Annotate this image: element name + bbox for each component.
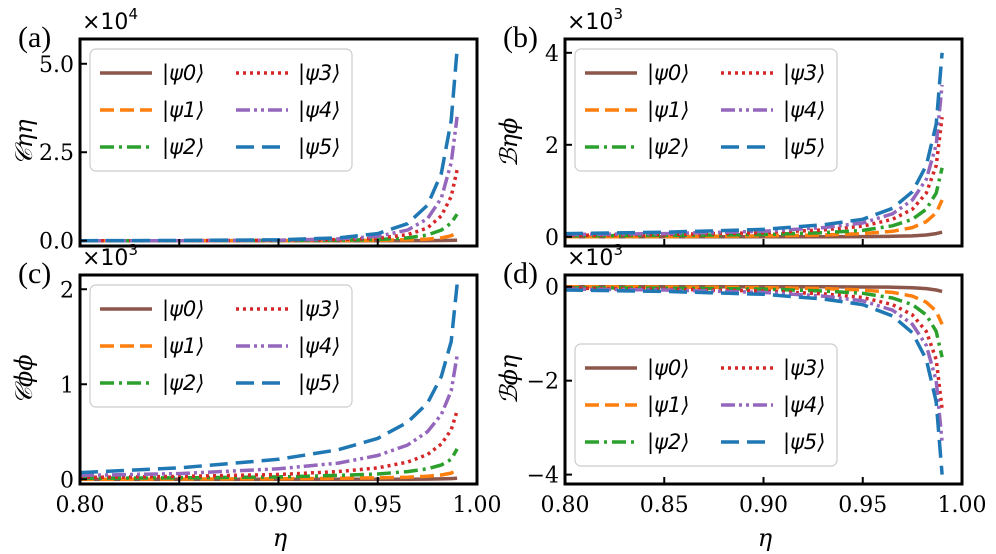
legend-label-psi3: |ψ3⟩ bbox=[783, 356, 825, 381]
legend-box bbox=[89, 48, 353, 172]
legend-label-psi1: |ψ1⟩ bbox=[647, 98, 689, 123]
series-line-psi4 bbox=[565, 287, 944, 442]
y-axis-label: ℬϕη bbox=[495, 354, 523, 404]
x-tick-label: 0.80 bbox=[541, 493, 590, 518]
legend-label-psi1: |ψ1⟩ bbox=[162, 98, 204, 123]
exponent-power: 3 bbox=[128, 241, 138, 259]
legend-label-psi3: |ψ3⟩ bbox=[783, 61, 825, 86]
x-tick-label: 0.80 bbox=[56, 493, 105, 518]
series-line-psi5 bbox=[80, 284, 459, 475]
y-tick-label: 0.0 bbox=[39, 230, 74, 255]
series-line-psi5 bbox=[565, 288, 944, 475]
y-tick-label: 1 bbox=[60, 373, 74, 398]
exponent-base: ×10 bbox=[82, 246, 128, 271]
legend-label-psi1: |ψ1⟩ bbox=[647, 393, 689, 418]
y-exponent: ×103 bbox=[82, 241, 138, 271]
legend-label-psi2: |ψ2⟩ bbox=[647, 135, 689, 160]
panel-b: 0 2 4 ×103 (b) ℬηϕ |ψ0⟩ |ψ1⟩ |ψ2⟩ |ψ3⟩ |ψ4⟩ |ψ5⟩ bbox=[495, 5, 964, 251]
series-lines bbox=[80, 49, 459, 243]
panel-c: 0.80 0.85 0.90 0.95 1.00 0 1 2 ×103 (c) 𝒞ϕϕ |ψ0⟩ |ψ1… bbox=[10, 241, 501, 518]
y-axis-label: 𝒞ηη bbox=[10, 119, 38, 166]
legend: |ψ0⟩ |ψ1⟩ |ψ2⟩ |ψ3⟩ |ψ4⟩ |ψ5⟩ bbox=[574, 48, 838, 172]
panel-label: (b) bbox=[503, 21, 538, 54]
x-axis-label-right: η bbox=[758, 524, 773, 552]
x-tick-label: 0.85 bbox=[640, 493, 689, 518]
series-line-psi4 bbox=[80, 355, 459, 478]
y-tick-label: 2.5 bbox=[39, 141, 74, 166]
series-lines bbox=[565, 284, 944, 475]
y-tick-label: 2 bbox=[60, 278, 74, 303]
legend-label-psi5: |ψ5⟩ bbox=[298, 135, 340, 160]
legend-label-psi5: |ψ5⟩ bbox=[783, 430, 825, 455]
legend-box bbox=[89, 284, 353, 408]
legend-label-psi4: |ψ4⟩ bbox=[298, 334, 340, 359]
x-tick-label: 0.85 bbox=[155, 493, 204, 518]
x-tick-label: 0.95 bbox=[353, 493, 402, 518]
exponent-power: 4 bbox=[128, 5, 138, 23]
series-line-psi3 bbox=[80, 410, 459, 480]
legend-label-psi4: |ψ4⟩ bbox=[783, 393, 825, 418]
legend-label-psi0: |ψ0⟩ bbox=[162, 61, 204, 86]
legend-label-psi2: |ψ2⟩ bbox=[162, 135, 204, 160]
legend-label-psi3: |ψ3⟩ bbox=[298, 297, 340, 322]
x-tick-label: 0.90 bbox=[739, 493, 788, 518]
panel-label: (a) bbox=[18, 21, 51, 54]
legend: |ψ0⟩ |ψ1⟩ |ψ2⟩ |ψ3⟩ |ψ4⟩ |ψ5⟩ bbox=[89, 284, 353, 408]
x-tick-label: 0.90 bbox=[254, 493, 303, 518]
legend-label-psi4: |ψ4⟩ bbox=[783, 98, 825, 123]
legend-label-psi5: |ψ5⟩ bbox=[783, 135, 825, 160]
series-lines bbox=[80, 284, 459, 482]
exponent-base: ×10 bbox=[567, 10, 613, 35]
y-tick-label: −2 bbox=[527, 370, 559, 395]
series-line-psi4 bbox=[565, 84, 944, 237]
y-tick-label: 0 bbox=[545, 276, 559, 301]
legend-label-psi1: |ψ1⟩ bbox=[162, 334, 204, 359]
y-tick-label: 0 bbox=[60, 468, 74, 493]
legend-label-psi5: |ψ5⟩ bbox=[298, 371, 340, 396]
exponent-base: ×10 bbox=[567, 246, 613, 271]
x-tick-label: 1.00 bbox=[453, 493, 502, 518]
y-tick-label: −4 bbox=[527, 464, 559, 489]
series-lines bbox=[565, 52, 944, 239]
y-tick-label: 5.0 bbox=[39, 53, 74, 78]
panel-label: (c) bbox=[18, 257, 51, 290]
series-line-psi2 bbox=[80, 448, 459, 481]
legend-box bbox=[574, 343, 838, 467]
exponent-power: 3 bbox=[613, 5, 623, 23]
legend-label-psi0: |ψ0⟩ bbox=[647, 61, 689, 86]
series-line-psi5 bbox=[565, 52, 944, 236]
y-tick-label: 0 bbox=[545, 226, 559, 251]
legend: |ψ0⟩ |ψ1⟩ |ψ2⟩ |ψ3⟩ |ψ4⟩ |ψ5⟩ bbox=[574, 343, 838, 467]
x-tick-label: 1.00 bbox=[938, 493, 987, 518]
legend-label-psi0: |ψ0⟩ bbox=[162, 297, 204, 322]
panel-d: 0.80 0.85 0.90 0.95 1.000−2−4×103(d)ℬϕη |ψ0⟩|… bbox=[495, 241, 986, 518]
panel-a: 0.02.55.0×104(a)𝒞ηη|ψ0⟩|ψ1⟩|ψ2⟩|ψ3⟩|ψ4⟩|… bbox=[10, 5, 479, 255]
y-axis-label: 𝒞ϕϕ bbox=[10, 354, 38, 404]
exponent-base: ×10 bbox=[82, 10, 128, 35]
series-line-psi2 bbox=[565, 167, 944, 238]
y-tick-label: 2 bbox=[545, 134, 559, 159]
exponent-power: 3 bbox=[613, 241, 623, 259]
legend-box bbox=[574, 48, 838, 172]
legend-label-psi3: |ψ3⟩ bbox=[298, 61, 340, 86]
y-exponent: ×103 bbox=[567, 5, 623, 35]
y-exponent: ×103 bbox=[567, 241, 623, 271]
x-tick-label: 0.95 bbox=[838, 493, 887, 518]
legend-label-psi0: |ψ0⟩ bbox=[647, 356, 689, 381]
legend: |ψ0⟩ |ψ1⟩ |ψ2⟩ |ψ3⟩ |ψ4⟩ |ψ5⟩ bbox=[89, 48, 353, 172]
y-exponent: ×104 bbox=[82, 5, 138, 35]
x-axis-label-left: η bbox=[273, 524, 288, 552]
legend-label-psi2: |ψ2⟩ bbox=[162, 371, 204, 396]
y-axis-label: ℬηϕ bbox=[495, 118, 523, 168]
legend-label-psi2: |ψ2⟩ bbox=[647, 430, 689, 455]
series-line-psi5 bbox=[80, 49, 459, 243]
y-tick-label: 4 bbox=[545, 42, 559, 67]
panel-label: (d) bbox=[503, 257, 538, 290]
series-line-psi4 bbox=[80, 116, 459, 243]
legend-label-psi4: |ψ4⟩ bbox=[298, 98, 340, 123]
